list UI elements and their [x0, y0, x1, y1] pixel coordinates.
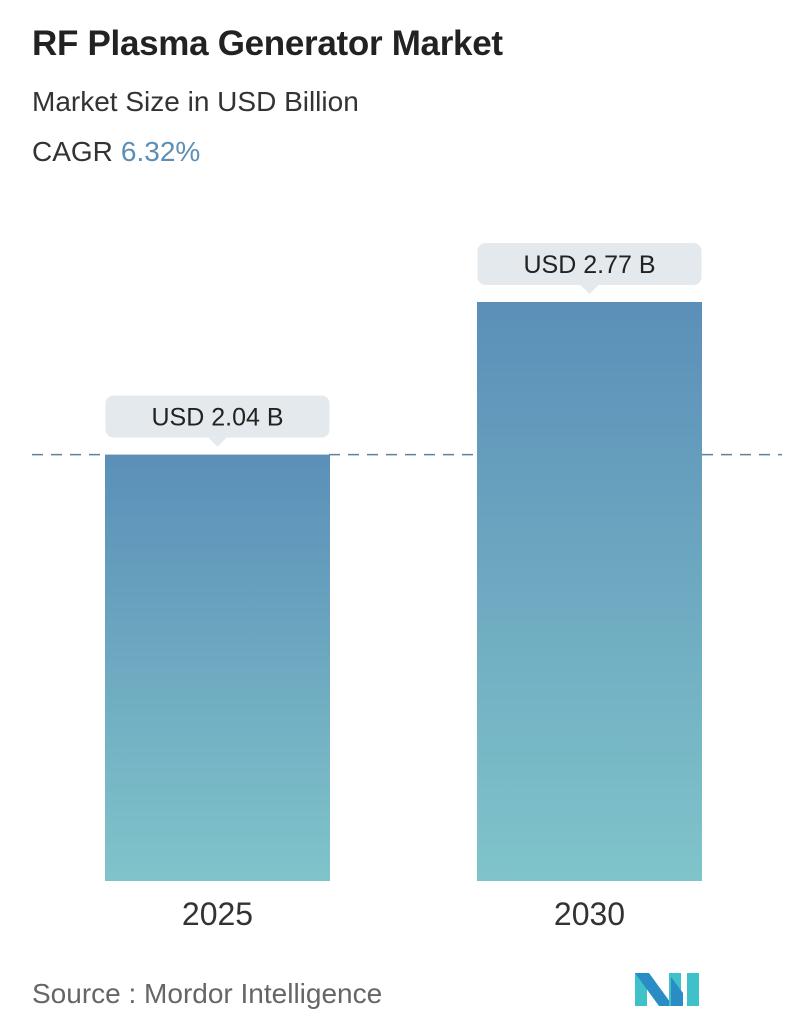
data-label: USD 2.04 B	[151, 404, 283, 432]
bar-2030	[477, 302, 702, 881]
data-label-pointer	[580, 285, 599, 294]
chart-subtitle: Market Size in USD Billion	[32, 86, 359, 117]
bar-2025	[105, 454, 330, 881]
cagr: CAGR 6.32%	[32, 136, 200, 168]
data-label-bubble	[477, 243, 702, 285]
x-tick-label: 2030	[554, 896, 625, 932]
x-tick-label: 2025	[182, 896, 253, 932]
chart-title: RF Plasma Generator Market	[32, 24, 503, 63]
data-label-bubble	[105, 395, 330, 438]
data-label: USD 2.77 B	[523, 251, 655, 279]
data-label-pointer	[208, 437, 227, 447]
source-text: Source : Mordor Intelligence	[32, 978, 383, 1009]
cagr-value: 6.32%	[120, 136, 201, 167]
cagr-label: CAGR	[32, 136, 113, 167]
